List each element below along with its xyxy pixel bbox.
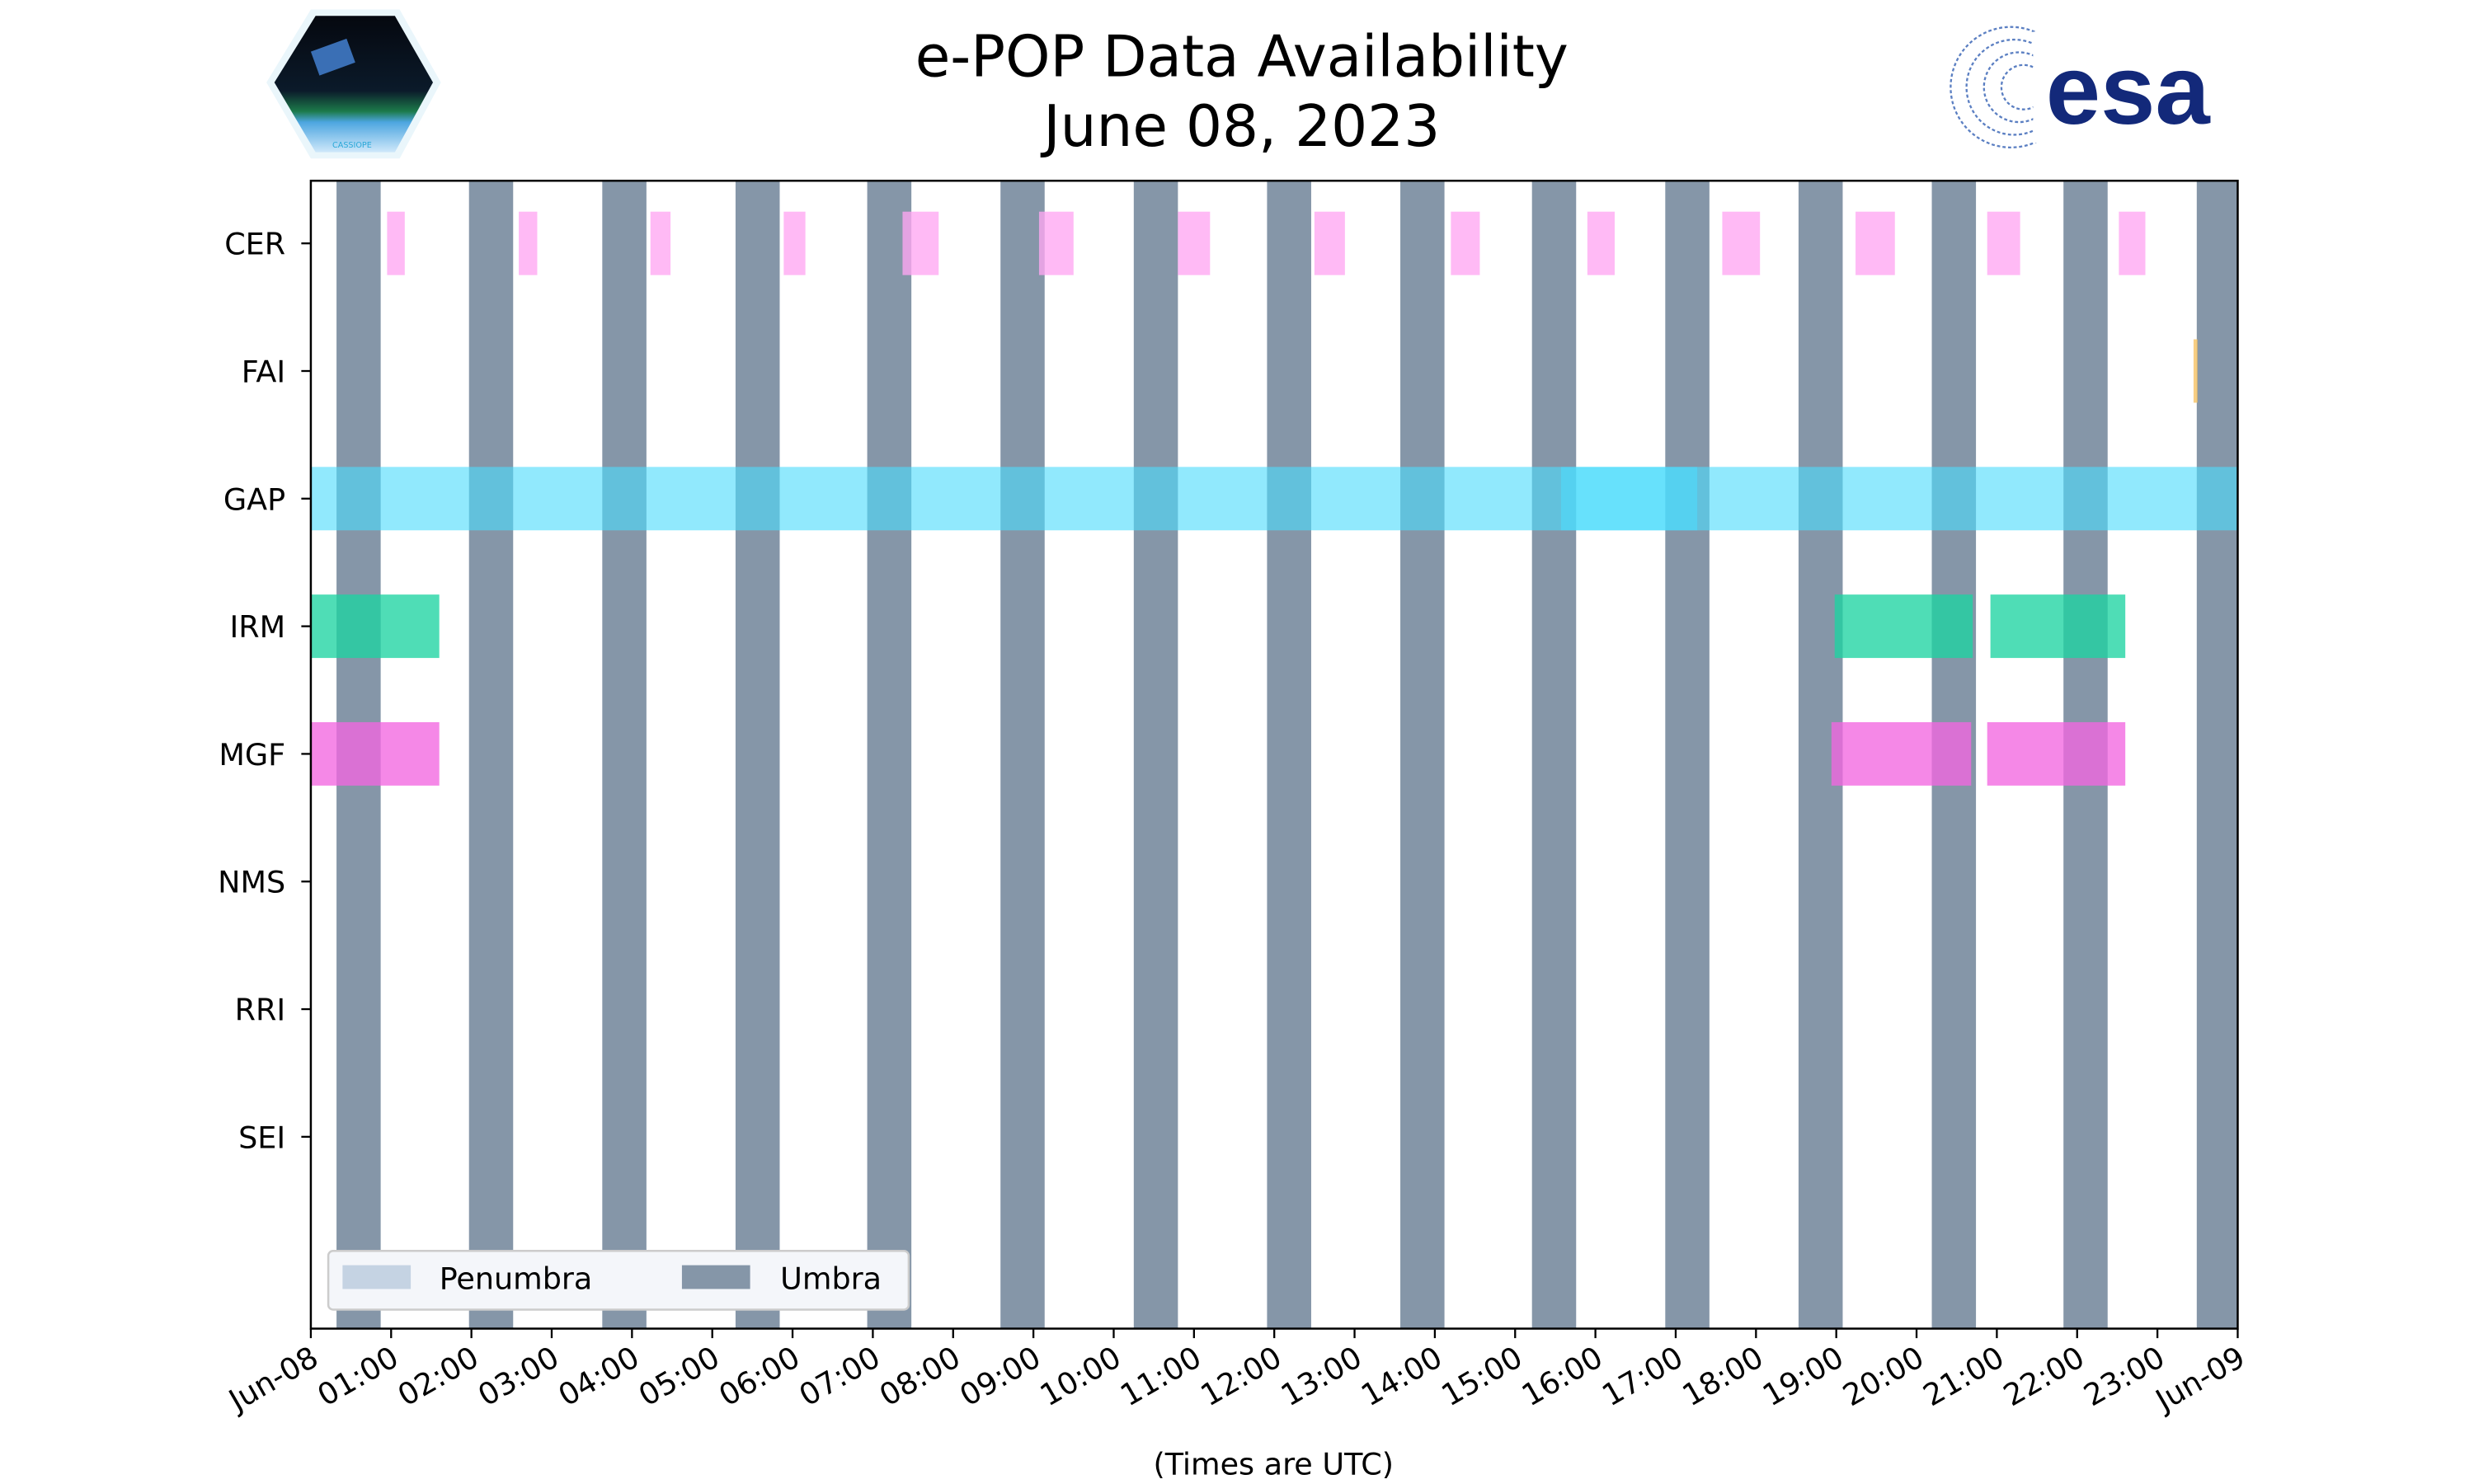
x-tick-label: 17:00 xyxy=(1596,1339,1689,1413)
cassiope-logo: CASSIOPE xyxy=(266,9,441,159)
legend-swatch-penumbra xyxy=(342,1265,412,1289)
bar-cer xyxy=(519,211,538,275)
x-tick-label: 09:00 xyxy=(954,1339,1047,1413)
bar-cer xyxy=(1856,211,1895,275)
umbra-band xyxy=(1400,181,1445,1329)
bar-cer xyxy=(1722,211,1761,275)
x-tick-label: 03:00 xyxy=(472,1339,565,1413)
x-tick-label: 07:00 xyxy=(793,1339,887,1413)
x-tick-label: 22:00 xyxy=(1997,1339,2091,1413)
x-tick-label: 12:00 xyxy=(1195,1339,1288,1413)
bar-cer xyxy=(1587,211,1615,275)
x-tick-label: 11:00 xyxy=(1114,1339,1207,1413)
umbra-band xyxy=(1000,181,1045,1329)
legend: Penumbra Umbra xyxy=(327,1250,910,1311)
bar-cer xyxy=(2119,211,2146,275)
bar-mgf xyxy=(1831,721,1972,786)
bar-cer xyxy=(1038,211,1074,275)
bar-cer xyxy=(387,211,405,275)
x-tick-label: 05:00 xyxy=(633,1339,726,1413)
x-tick-label: 04:00 xyxy=(553,1339,646,1413)
x-tick-label: Jun-09 xyxy=(2148,1339,2251,1419)
bar-cer xyxy=(783,211,806,275)
umbra-band xyxy=(867,181,912,1329)
y-tick-label: NMS xyxy=(218,865,285,900)
y-tick-label: SEI xyxy=(238,1120,285,1155)
bar-mgf xyxy=(1987,721,2126,786)
plot-frame xyxy=(309,179,2239,1330)
bar-cer xyxy=(650,211,671,275)
x-tick-label: 19:00 xyxy=(1757,1339,1850,1413)
bar-cer xyxy=(1451,211,1480,275)
x-tick-label: 23:00 xyxy=(2078,1339,2171,1413)
chart-subtitle: June 08, 2023 xyxy=(1040,94,1440,160)
bar-gap xyxy=(1697,467,2238,531)
bars-layer xyxy=(310,211,2238,786)
x-tick-label: 14:00 xyxy=(1355,1339,1448,1413)
umbra-band xyxy=(1133,181,1178,1329)
x-tick-label: 16:00 xyxy=(1516,1339,1609,1413)
umbra-band xyxy=(1665,181,1710,1329)
legend-swatch-umbra xyxy=(681,1265,750,1289)
x-tick-label: 20:00 xyxy=(1837,1339,1930,1413)
y-tick-label: FAI xyxy=(242,354,285,389)
legend-label-umbra: Umbra xyxy=(780,1261,882,1296)
esa-logo-text: esa xyxy=(2046,35,2212,145)
x-tick-label: 08:00 xyxy=(873,1339,967,1413)
umbra-band xyxy=(1531,181,1577,1329)
x-axis-label: (Times are UTC) xyxy=(1153,1446,1394,1482)
x-tick-label: 13:00 xyxy=(1275,1339,1368,1413)
umbra-band xyxy=(1267,181,1311,1329)
legend-box xyxy=(327,1250,910,1311)
umbra-band xyxy=(468,181,514,1329)
x-tick-label: 15:00 xyxy=(1436,1339,1529,1413)
y-axis: CER FAI GAP IRM MGF NMS RRI SEI xyxy=(218,227,311,1155)
y-tick-label: RRI xyxy=(235,993,286,1028)
cassiope-logo-text: CASSIOPE xyxy=(332,141,372,150)
chart-title: e-POP Data Availability xyxy=(915,24,1569,90)
bar-gap xyxy=(1560,467,1698,531)
umbra-band xyxy=(2196,181,2238,1329)
bar-irm xyxy=(1834,594,1973,659)
y-tick-label: CER xyxy=(224,227,285,262)
legend-label-penumbra: Penumbra xyxy=(440,1261,593,1296)
bar-cer xyxy=(1987,211,2020,275)
umbra-band xyxy=(602,181,647,1329)
x-tick-label: Jun-08 xyxy=(222,1339,324,1419)
y-tick-label: GAP xyxy=(223,481,285,517)
x-tick-label: 21:00 xyxy=(1917,1339,2011,1413)
bar-fai xyxy=(2193,339,2198,403)
bar-cer xyxy=(1314,211,1345,275)
bar-cer xyxy=(902,211,939,275)
x-tick-label: 02:00 xyxy=(392,1339,485,1413)
bar-gap xyxy=(310,467,1561,531)
x-tick-label: 06:00 xyxy=(713,1339,806,1413)
x-tick-label: 10:00 xyxy=(1034,1339,1127,1413)
bar-mgf xyxy=(310,721,440,786)
x-tick-label: 18:00 xyxy=(1677,1339,1770,1413)
bar-irm xyxy=(1990,594,2126,659)
x-axis: Jun-0801:0002:0003:0004:0005:0006:0007:0… xyxy=(222,1328,2251,1419)
bar-cer xyxy=(1178,211,1211,275)
y-tick-label: IRM xyxy=(229,609,285,645)
umbra-band xyxy=(735,181,780,1329)
esa-logo: esa xyxy=(1950,26,2212,148)
y-tick-label: MGF xyxy=(219,737,285,773)
bar-irm xyxy=(310,594,440,659)
umbra-layer xyxy=(336,181,2238,1329)
x-tick-label: 01:00 xyxy=(312,1339,405,1413)
